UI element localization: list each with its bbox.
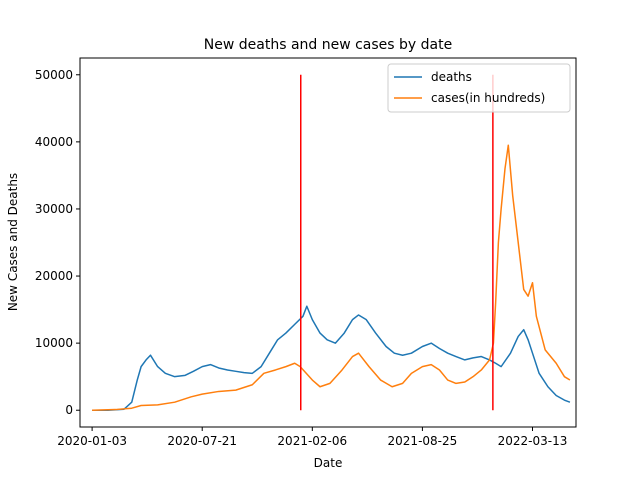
x-tick-label: 2021-08-25 [388, 434, 458, 448]
x-axis-title: Date [314, 456, 343, 470]
x-tick-label: 2022-03-13 [498, 434, 568, 448]
legend-label-cases: cases(in hundreds) [431, 91, 545, 105]
y-axis-title: New Cases and Deaths [6, 173, 20, 311]
x-tick-label: 2020-07-21 [167, 434, 237, 448]
y-tick-label: 40000 [35, 135, 73, 149]
series-layer [92, 144, 571, 411]
plot-frame [79, 57, 577, 428]
legend-frame [387, 63, 571, 113]
plot-area [92, 74, 571, 411]
x-tick-label: 2020-01-03 [57, 434, 127, 448]
legend-label-deaths: deaths [431, 70, 472, 84]
y-tick-label: 30000 [35, 202, 73, 216]
y-tick-label: 20000 [35, 269, 73, 283]
x-tick-label: 2021-02-06 [277, 434, 347, 448]
chart-title: New deaths and new cases by date [204, 37, 452, 53]
y-tick-label: 50000 [35, 68, 73, 82]
series-line-deaths [92, 305, 571, 411]
y-tick-label: 10000 [35, 336, 73, 350]
series-line-cases [92, 144, 571, 411]
vertical-lines-layer [300, 74, 494, 411]
legend: deaths cases(in hundreds) [387, 63, 571, 113]
x-axis: 2020-01-03 2020-07-21 2021-02-06 2021-08-25… [57, 427, 567, 448]
y-tick-label: 0 [65, 403, 73, 417]
y-axis: 0 10000 20000 30000 40000 50000 [35, 68, 80, 417]
